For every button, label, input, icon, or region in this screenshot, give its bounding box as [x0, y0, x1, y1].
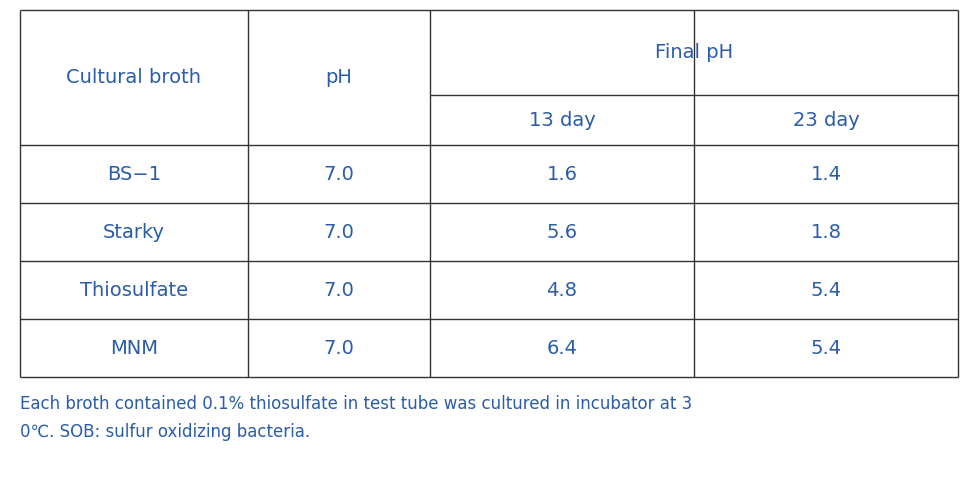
Text: 7.0: 7.0 [323, 339, 354, 357]
Text: 6.4: 6.4 [546, 339, 576, 357]
Text: Thiosulfate: Thiosulfate [80, 281, 188, 299]
Text: 4.8: 4.8 [546, 281, 576, 299]
Text: 5.6: 5.6 [546, 223, 577, 242]
Text: Cultural broth: Cultural broth [66, 68, 201, 87]
Text: MNM: MNM [109, 339, 158, 357]
Text: pH: pH [325, 68, 352, 87]
Text: 5.4: 5.4 [810, 281, 840, 299]
Text: 1.6: 1.6 [546, 165, 576, 184]
Text: Each broth contained 0.1% thiosulfate in test tube was cultured in incubator at : Each broth contained 0.1% thiosulfate in… [20, 395, 692, 413]
Text: 1.4: 1.4 [810, 165, 840, 184]
Text: 7.0: 7.0 [323, 165, 354, 184]
Text: Starky: Starky [103, 223, 165, 242]
Text: 0℃. SOB: sulfur oxidizing bacteria.: 0℃. SOB: sulfur oxidizing bacteria. [20, 423, 310, 441]
Text: 7.0: 7.0 [323, 281, 354, 299]
Text: BS−1: BS−1 [106, 165, 161, 184]
Text: 1.8: 1.8 [810, 223, 840, 242]
Text: 13 day: 13 day [529, 111, 595, 129]
Text: 5.4: 5.4 [810, 339, 840, 357]
Text: 23 day: 23 day [791, 111, 859, 129]
Text: 7.0: 7.0 [323, 223, 354, 242]
Text: Final pH: Final pH [655, 43, 733, 62]
